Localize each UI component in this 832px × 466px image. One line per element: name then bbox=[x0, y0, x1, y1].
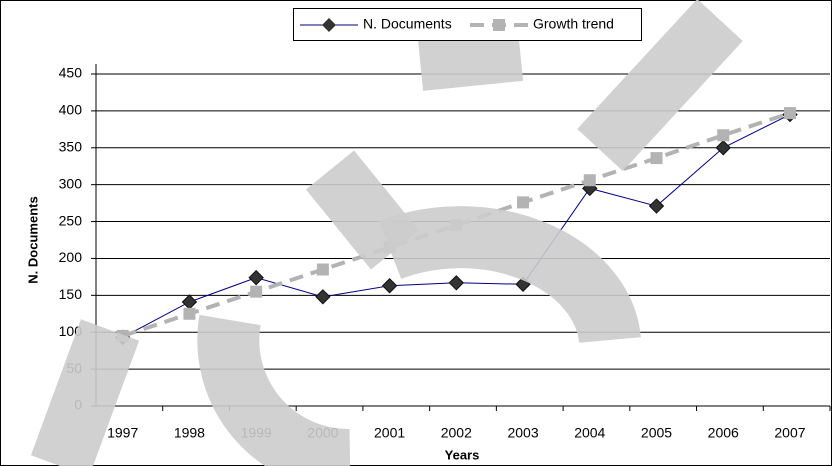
legend-label: N. Documents bbox=[363, 16, 452, 32]
y-tick-label: 450 bbox=[59, 65, 83, 81]
x-tick-label: 2006 bbox=[708, 425, 739, 441]
marker bbox=[381, 278, 398, 294]
x-tick-label: 1997 bbox=[107, 425, 138, 441]
x-tick-label: 1998 bbox=[174, 425, 205, 441]
y-tick-label: 400 bbox=[59, 102, 83, 118]
marker bbox=[783, 107, 796, 120]
x-tick-label: 2001 bbox=[374, 425, 405, 441]
legend-marker bbox=[322, 18, 336, 32]
watermark-stroke bbox=[577, 0, 743, 172]
marker bbox=[517, 196, 530, 209]
y-tick-label: 300 bbox=[59, 175, 83, 191]
watermark-stroke bbox=[305, 150, 420, 270]
marker bbox=[316, 263, 329, 276]
marker bbox=[183, 307, 196, 320]
marker bbox=[650, 152, 663, 165]
legend-label: Growth trend bbox=[533, 16, 614, 32]
marker bbox=[315, 289, 331, 305]
y-tick-label: 350 bbox=[59, 138, 83, 154]
x-tick-label: 2004 bbox=[574, 425, 605, 441]
marker bbox=[448, 275, 465, 291]
marker bbox=[648, 198, 665, 214]
marker bbox=[248, 269, 264, 286]
watermark-stroke bbox=[378, 206, 641, 344]
marker bbox=[250, 285, 263, 298]
marker bbox=[717, 129, 730, 142]
legend-marker bbox=[493, 19, 505, 31]
marker bbox=[583, 174, 596, 187]
watermark bbox=[30, 0, 743, 466]
x-tick-label: 2002 bbox=[441, 425, 472, 441]
x-tick-label: 2003 bbox=[507, 425, 538, 441]
x-tick-label: 2005 bbox=[641, 425, 672, 441]
y-tick-label: 250 bbox=[59, 212, 83, 228]
watermark-stroke bbox=[197, 314, 351, 466]
y-tick-label: 200 bbox=[59, 249, 83, 265]
x-tick-label: 2007 bbox=[774, 425, 805, 441]
watermark-stroke bbox=[416, 19, 524, 91]
marker bbox=[715, 140, 731, 156]
watermark-stroke bbox=[30, 319, 140, 466]
x-axis-title: Years bbox=[445, 447, 480, 462]
series-line bbox=[122, 111, 791, 338]
y-tick-label: 150 bbox=[59, 286, 83, 302]
y-axis-title: N. Documents bbox=[25, 196, 40, 283]
